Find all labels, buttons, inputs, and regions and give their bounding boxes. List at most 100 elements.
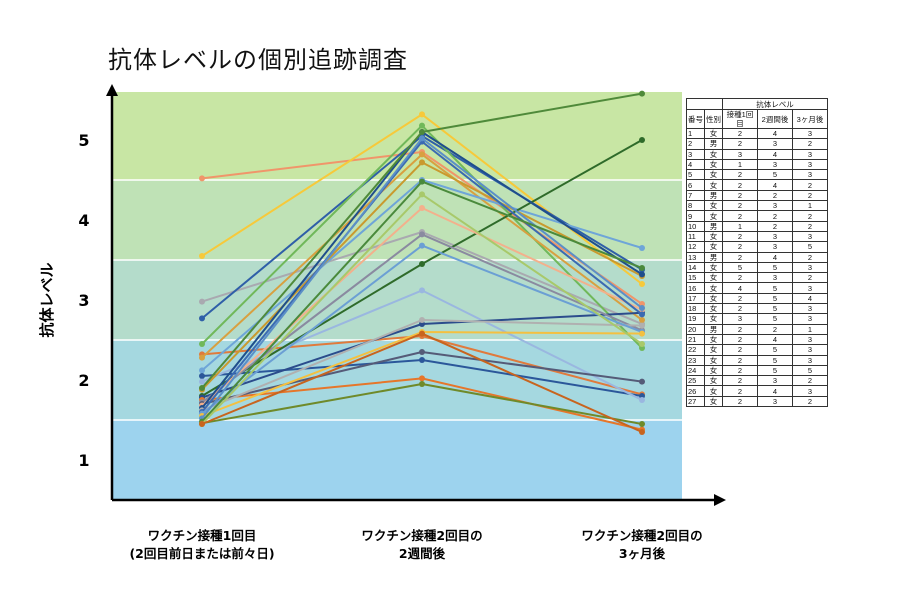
table-header-cell: 接種1回目 (722, 109, 758, 129)
table-row: 15 女 2 3 2 (686, 272, 828, 284)
table-cell: 女 (704, 169, 723, 181)
table-row: 13 男 2 4 2 (686, 251, 828, 263)
table-cell: 4 (757, 333, 793, 346)
table-cell: 女 (704, 354, 723, 366)
table-header-cell: 性別 (704, 109, 723, 129)
table-cell: 13 (686, 251, 705, 263)
table-row: 21 女 2 4 3 (686, 333, 828, 346)
data-point (419, 135, 425, 142)
table-cell: 2 (757, 220, 793, 232)
table-row: 19 女 3 5 3 (686, 313, 828, 325)
x-tick-label: ワクチン接種2回目の 2週間後 (361, 528, 482, 561)
table-cell: 5 (757, 364, 793, 377)
table-cell: 3 (792, 282, 828, 294)
table-cell: 2 (722, 241, 758, 253)
data-point (419, 242, 425, 249)
data-point (639, 429, 645, 435)
data-point (639, 271, 645, 278)
table-cell: 3 (792, 261, 828, 274)
x-tick-labels: ワクチン接種1回目(2回目前日または前々日) ワクチン接種2回目の 2週間後 ワクチン… (129, 528, 702, 561)
data-point (639, 137, 645, 143)
table-cell: 23 (686, 354, 705, 366)
table-cell: 女 (704, 375, 723, 387)
data-point (419, 159, 425, 166)
table-cell: 3 (757, 395, 793, 408)
data-point (419, 151, 425, 158)
table-cell: 3 (792, 344, 828, 356)
band-1 (112, 420, 682, 500)
table-cell: 2 (722, 210, 758, 222)
table-cell: 女 (704, 261, 723, 274)
y-tick-label: 4 (78, 211, 89, 230)
table-cell: 女 (704, 395, 723, 408)
table-cell: 3 (792, 313, 828, 325)
data-point (419, 381, 425, 387)
table-cell: 2 (722, 323, 758, 335)
table-cell: 3 (757, 241, 793, 253)
table-cell: 男 (704, 323, 723, 335)
table-row: 23 女 2 5 3 (686, 354, 828, 366)
data-point (639, 322, 645, 329)
data-point (639, 90, 645, 97)
table-cell: 3 (792, 158, 828, 171)
table-cell: 4 (722, 282, 758, 294)
x-axis-arrow (714, 494, 726, 506)
table-cell: 2 (722, 169, 758, 181)
table-cell: 4 (757, 179, 793, 191)
y-tick-label: 3 (78, 291, 89, 310)
table-cell: 15 (686, 272, 705, 284)
data-point (639, 421, 645, 427)
data-point (419, 129, 425, 135)
chart-title: 抗体レベルの個別追跡調査 (108, 46, 408, 74)
data-point (199, 341, 205, 347)
y-tick-label: 2 (78, 371, 89, 390)
y-tick-labels: 1 2 3 4 5 (78, 131, 89, 470)
table-row: 20 男 2 2 1 (686, 323, 828, 335)
series-27 (199, 330, 645, 435)
data-point (199, 367, 205, 374)
table-cell: 2 (722, 251, 758, 263)
data-point (199, 378, 205, 385)
table-cell: 2 (722, 333, 758, 346)
table-cell: 3 (792, 354, 828, 366)
data-point (199, 373, 205, 379)
table-cell: 3 (722, 313, 758, 325)
table-cell: 1 (792, 323, 828, 335)
table-cell: 9 (686, 210, 705, 222)
y-axis-label: 抗体レベル (38, 262, 56, 337)
x-tick-label: ワクチン接種1回目(2回目前日または前々日) (129, 528, 274, 561)
data-point (419, 231, 425, 238)
table-cell: 2 (792, 272, 828, 284)
table-cell: 18 (686, 303, 705, 315)
data-point (639, 265, 645, 271)
data-point (419, 375, 425, 382)
table-cell: 2 (792, 375, 828, 387)
data-point (419, 317, 425, 323)
data-point (639, 397, 645, 403)
table-cell: 女 (704, 385, 723, 397)
table-cell: 3 (792, 230, 828, 243)
table-cell: 3 (792, 333, 828, 346)
table-cell: 4 (757, 385, 793, 397)
table-cell: 2 (722, 292, 758, 305)
table-cell: 5 (757, 261, 793, 274)
table-cell: 3 (792, 385, 828, 397)
table-cell: 4 (686, 158, 705, 171)
table-cell: 3 (792, 127, 828, 140)
data-point (639, 311, 645, 318)
table-cell: 11 (686, 230, 705, 243)
data-point (419, 178, 425, 185)
table-cell: 男 (704, 220, 723, 232)
table-cell: 4 (792, 292, 828, 305)
table-cell: 女 (704, 303, 723, 315)
data-point (639, 245, 645, 251)
data-point (419, 357, 425, 363)
series-layer (199, 90, 645, 435)
table-cell: 2 (722, 395, 758, 408)
table-row: 24 女 2 5 5 (686, 364, 828, 377)
